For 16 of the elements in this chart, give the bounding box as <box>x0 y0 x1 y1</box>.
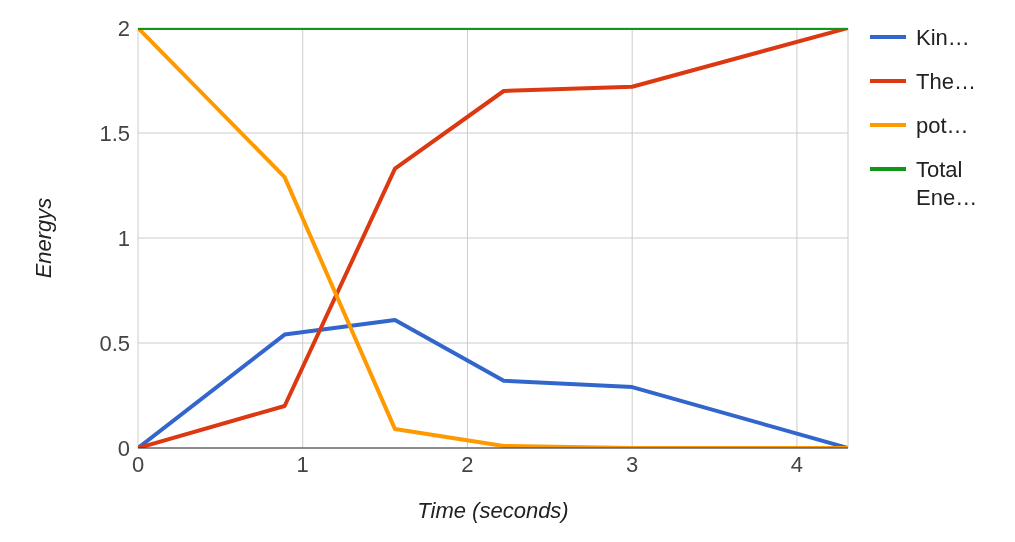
x-tick-label: 3 <box>626 451 639 477</box>
legend-label: Total Ene… <box>916 156 979 212</box>
y-tick-label: 0.5 <box>99 330 130 356</box>
y-axis-title: Energys <box>30 197 56 279</box>
x-tick-label: 4 <box>790 451 804 477</box>
legend-label: pot… <box>916 112 970 140</box>
y-tick-label: 0 <box>117 435 130 461</box>
x-tick-label: 1 <box>296 451 309 477</box>
y-tick-label: 1 <box>117 225 130 251</box>
legend-label: Kin… <box>916 24 971 52</box>
x-tick-label: 2 <box>461 451 474 477</box>
legend-label: The… <box>916 68 977 96</box>
x-axis-title: Time (seconds) <box>417 498 569 523</box>
y-tick-label: 2 <box>117 15 130 41</box>
y-tick-label: 1.5 <box>99 120 130 146</box>
line-series <box>138 28 848 448</box>
